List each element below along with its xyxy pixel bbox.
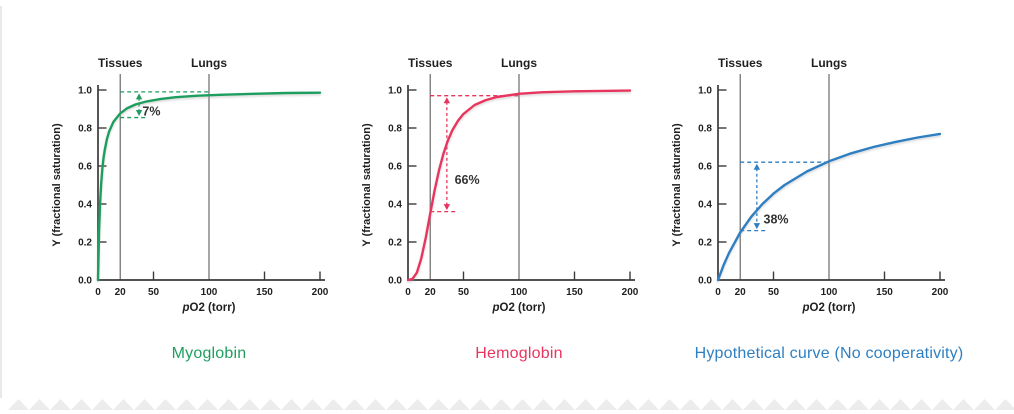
hemoglobin-curve <box>406 89 632 282</box>
panel-hypothetical: Tissues Lungs 0.0 0.2 0.4 0.6 0.8 1.0 0 20 50 100 15… <box>660 48 963 368</box>
tissues-label: Tissues <box>408 56 453 70</box>
x-tick-label: 100 <box>821 287 838 298</box>
y-tick-label: 1.0 <box>78 86 92 97</box>
x-axis-label: pO2 (torr) <box>801 302 855 314</box>
y-tick-label: 0.2 <box>78 238 92 249</box>
y-tick-label: 1.0 <box>698 86 712 97</box>
y-tick-label: 0.6 <box>698 162 712 173</box>
x-tick-label: 50 <box>768 287 780 298</box>
panel-myoglobin: Tissues Lungs 0.0 0.2 0.4 0.6 0.8 1.0 0 20 50 100 15… <box>40 48 340 368</box>
annotation-arrowhead-up <box>443 97 451 104</box>
torn-edge-decoration <box>8 397 1014 410</box>
hypothetical-curve <box>716 132 942 282</box>
y-tick-label: 0.0 <box>78 276 92 287</box>
hemoglobin-chart: Tissues Lungs 0.0 0.2 0.4 0.6 0.8 1.0 0 20 50 100 15… <box>361 56 639 314</box>
y-tick-label: 0.0 <box>698 276 712 287</box>
x-tick-label: 0 <box>95 287 101 298</box>
screenshot-left-edge <box>0 6 2 398</box>
x-tick-label: 20 <box>425 287 437 298</box>
y-tick-label: 1.0 <box>388 86 402 97</box>
annotation-arrowhead-down <box>753 223 761 230</box>
annotation-percent-label: 7% <box>142 104 160 118</box>
x-tick-label: 20 <box>735 287 747 298</box>
x-tick-label: 200 <box>312 287 329 298</box>
axes <box>407 85 635 281</box>
x-tick-label: 20 <box>115 287 127 298</box>
x-tick-label: 100 <box>511 287 528 298</box>
annotation-percent-label: 38% <box>764 213 789 227</box>
x-tick-label: 100 <box>201 287 218 298</box>
lungs-label: Lungs <box>811 56 847 70</box>
x-tick-label: 150 <box>566 287 583 298</box>
tissues-label: Tissues <box>718 56 763 70</box>
y-tick-label: 0.2 <box>388 238 402 249</box>
x-tick-label: 50 <box>148 287 160 298</box>
x-tick-label: 200 <box>622 287 639 298</box>
y-tick-label: 0.4 <box>698 200 712 211</box>
x-tick-label: 0 <box>405 287 411 298</box>
y-axis-label: Y (fractional saturation) <box>671 123 683 247</box>
annotation-arrowhead-up <box>753 163 761 170</box>
annotation-percent-label: 66% <box>455 173 480 187</box>
x-axis-label: pO2 (torr) <box>491 302 545 314</box>
y-tick-label: 0.6 <box>78 162 92 173</box>
tissues-label: Tissues <box>98 56 143 70</box>
axes <box>97 85 325 281</box>
x-tick-label: 200 <box>932 287 949 298</box>
caption-hemoglobin: Hemoglobin <box>475 345 563 362</box>
annotation-arrowhead-up <box>135 93 143 100</box>
x-tick-label: 150 <box>256 287 273 298</box>
y-axis-label: Y (fractional saturation) <box>51 123 63 247</box>
y-tick-label: 0.0 <box>388 276 402 287</box>
annotation-arrowhead-down <box>135 110 143 117</box>
annotation-arrowhead-down <box>443 204 451 211</box>
x-tick-label: 50 <box>458 287 470 298</box>
y-tick-label: 0.4 <box>78 200 92 211</box>
caption-hypothetical: Hypothetical curve (No cooperativity) <box>694 345 964 362</box>
hypothetical-chart: Tissues Lungs 0.0 0.2 0.4 0.6 0.8 1.0 0 20 50 100 15… <box>671 56 949 314</box>
y-tick-label: 0.2 <box>698 238 712 249</box>
x-tick-label: 150 <box>876 287 893 298</box>
lungs-label: Lungs <box>501 56 537 70</box>
myoglobin-chart: Tissues Lungs 0.0 0.2 0.4 0.6 0.8 1.0 0 20 50 100 15… <box>51 56 329 314</box>
x-tick-label: 0 <box>715 287 721 298</box>
myoglobin-curve <box>96 91 322 282</box>
y-tick-label: 0.4 <box>388 200 402 211</box>
y-tick-label: 0.8 <box>388 124 402 135</box>
x-axis-label: pO2 (torr) <box>181 302 235 314</box>
y-tick-label: 0.6 <box>388 162 402 173</box>
panel-hemoglobin: Tissues Lungs 0.0 0.2 0.4 0.6 0.8 1.0 0 20 50 100 15… <box>350 48 650 368</box>
lungs-label: Lungs <box>191 56 227 70</box>
axes <box>717 85 945 281</box>
y-axis-label: Y (fractional saturation) <box>361 123 373 247</box>
y-tick-label: 0.8 <box>78 124 92 135</box>
y-tick-label: 0.8 <box>698 124 712 135</box>
caption-myoglobin: Myoglobin <box>171 345 247 362</box>
